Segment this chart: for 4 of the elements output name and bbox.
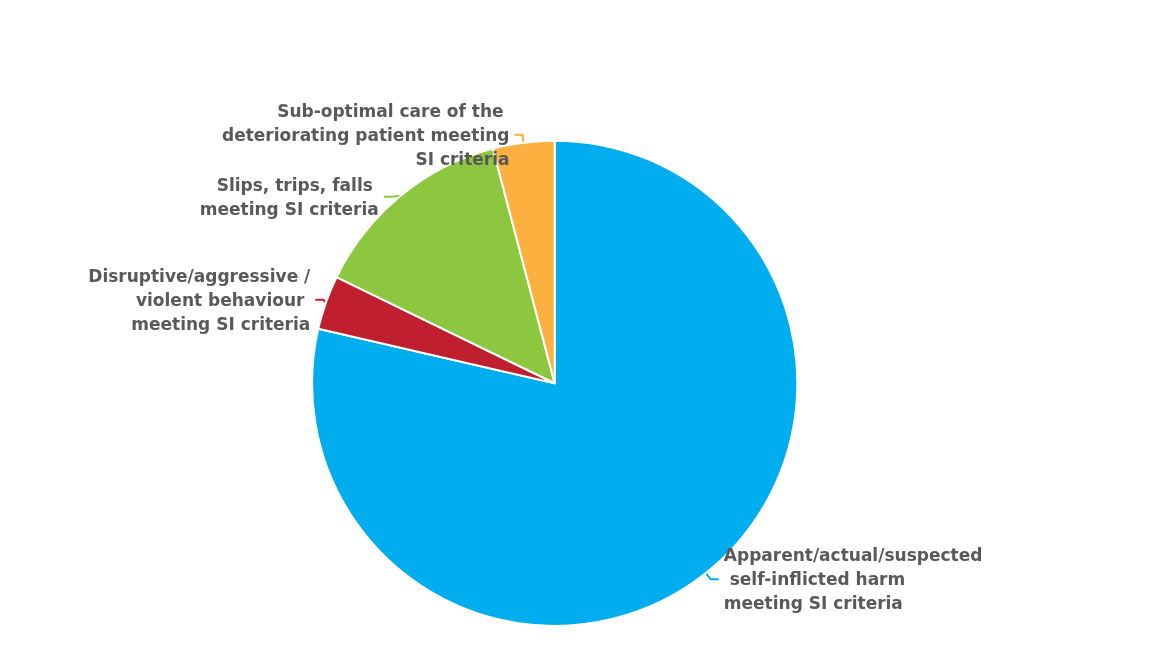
slice-label: Sub-optimal care of the deteriorating patient meeting SI criteria bbox=[222, 100, 510, 169]
slice-label: Apparent/actual/suspected self-inflicted harm meeting SI criteria bbox=[723, 545, 983, 614]
slice-label: Slips, trips, falls meeting SI criteria bbox=[199, 174, 379, 219]
slice-label: Disruptive/aggressive /violent behaviour meeting SI criteria bbox=[88, 265, 312, 334]
